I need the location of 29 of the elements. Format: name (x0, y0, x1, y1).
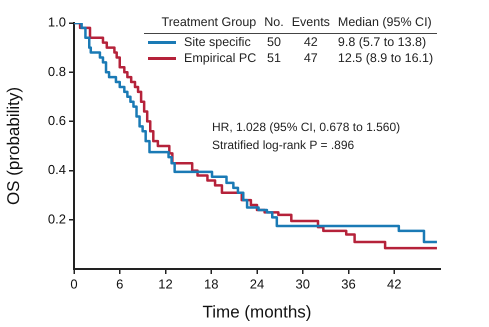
annotation: Events (288, 14, 334, 34)
annotation: 51 (266, 50, 282, 66)
legend-label: Empirical PC (183, 50, 258, 66)
y-tick-label: 0.6 (48, 112, 66, 128)
x-tick-label: 36 (341, 276, 356, 292)
y-tick-label: 1.0 (48, 14, 66, 30)
annotation: Stratified log-rank P = .896 (212, 137, 356, 154)
x-tick-label: 18 (204, 276, 218, 292)
x-tick-label: 0 (70, 276, 78, 292)
annotation: Median (95% CI) (334, 14, 438, 34)
annotation: 42 (302, 34, 319, 50)
x-tick-label: 24 (250, 276, 264, 292)
x-tick-label: 6 (116, 276, 124, 292)
annotation: 47 (302, 50, 319, 66)
x-axis-title: Time (months) (202, 302, 312, 322)
x-tick-label: 42 (387, 276, 402, 292)
annotation: HR, 1.028 (95% CI, 0.678 to 1.560) (212, 119, 400, 136)
annotation: 9.8 (5.7 to 13.8) (336, 34, 428, 50)
y-tick-label: 0.8 (48, 64, 66, 79)
x-tick-label: 30 (296, 276, 310, 292)
y-axis-title: OS (probability) (4, 86, 23, 206)
annotation: 12.5 (8.9 to 16.1) (336, 50, 434, 66)
y-tick-label: 0.2 (48, 211, 66, 226)
annotation: No. (260, 14, 288, 34)
x-tick-label: 12 (158, 276, 173, 292)
legend-label: Site specific (183, 34, 252, 50)
annotation: 50 (266, 34, 282, 50)
legend-title: Treatment Group (144, 14, 260, 34)
y-tick-label: 0.4 (48, 162, 66, 178)
